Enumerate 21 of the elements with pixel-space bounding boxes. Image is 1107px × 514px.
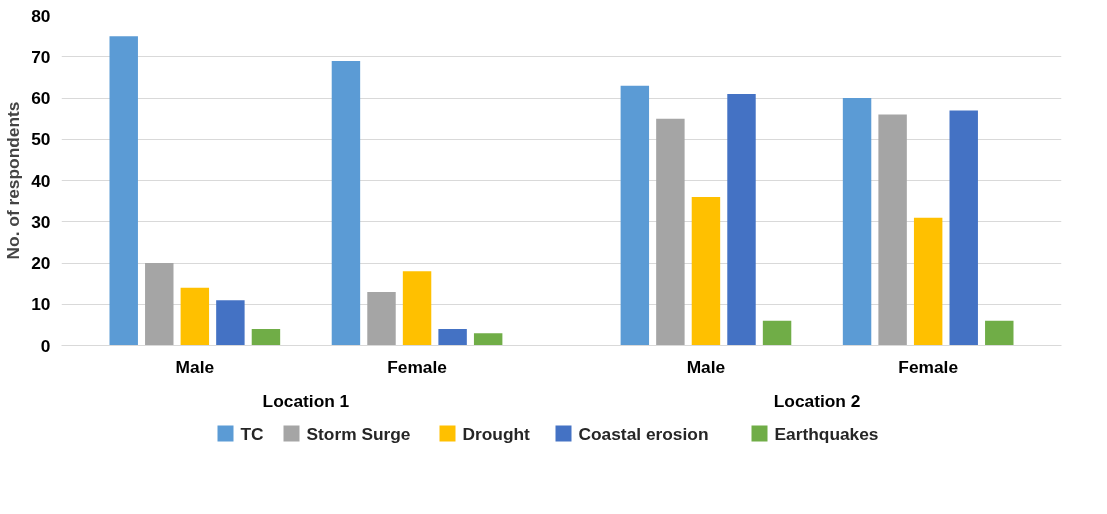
y-axis-title: No. of respondents xyxy=(3,101,24,260)
y-tick-label: 40 xyxy=(31,170,51,191)
y-tick-label: 70 xyxy=(31,46,51,67)
legend-label: Drought xyxy=(462,423,531,444)
legend-label: Coastal erosion xyxy=(578,423,709,444)
text: Location 2 xyxy=(773,390,861,411)
x-tick-label: Female xyxy=(898,356,959,377)
y-tick-label: 10 xyxy=(31,294,51,315)
x-tick-label: Male xyxy=(175,356,215,377)
legend-label: TC xyxy=(240,423,265,444)
y-tick-label: 0 xyxy=(40,335,51,356)
text: Location 1 xyxy=(262,390,350,411)
x-tick-label: Male xyxy=(686,356,726,377)
y-tick-label: 30 xyxy=(31,211,51,232)
y-tick-label: 50 xyxy=(31,129,51,150)
legend-label: Earthquakes xyxy=(774,423,879,444)
y-tick-label: 60 xyxy=(31,88,51,108)
x-tick-label: Female xyxy=(387,356,448,377)
legend-label: Storm Surge xyxy=(306,423,411,444)
y-tick-label: 20 xyxy=(31,253,51,273)
y-tick-label: 80 xyxy=(31,5,51,26)
